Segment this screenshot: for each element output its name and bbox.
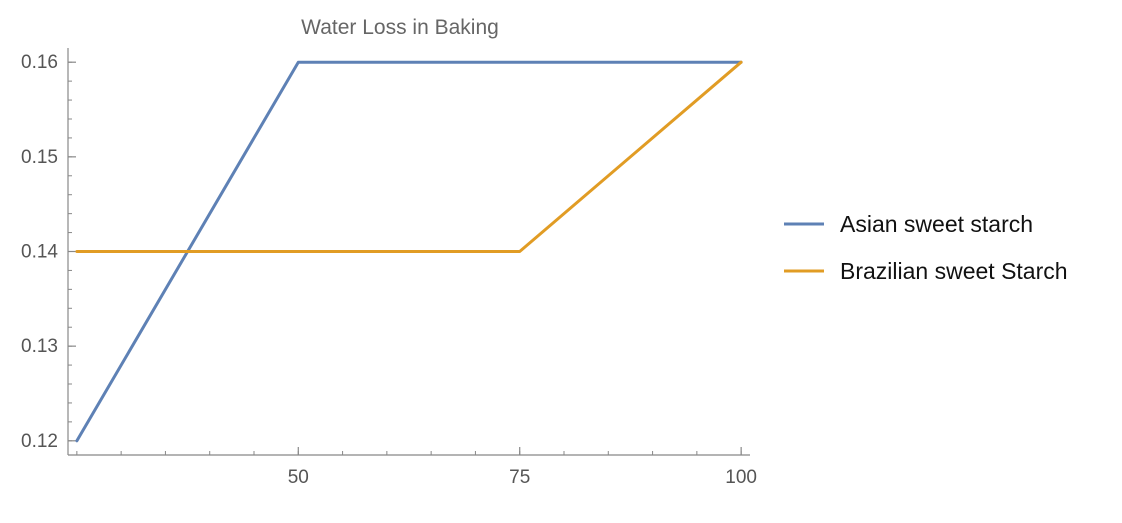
y-tick-label: 0.16 (21, 52, 58, 73)
x-tick-label: 75 (509, 467, 530, 488)
y-tick-label: 0.12 (21, 431, 58, 452)
legend-label-1: Asian sweet starch (840, 211, 1033, 237)
series-layer (75, 60, 743, 443)
y-tick-label: 0.14 (21, 242, 58, 263)
legend-label-2: Brazilian sweet Starch (840, 258, 1068, 284)
series-line-2 (75, 60, 743, 253)
legend: Asian sweet starch Brazilian sweet Starch (784, 211, 1068, 284)
y-tick-label: 0.13 (21, 336, 58, 357)
x-tick-label: 100 (725, 467, 757, 488)
axes: 0.12 0.13 0.14 0.15 0.16 50 75 100 (21, 48, 757, 488)
chart-title: Water Loss in Baking (301, 16, 499, 39)
y-tick-label: 0.15 (21, 147, 58, 168)
x-tick-label: 50 (288, 467, 309, 488)
